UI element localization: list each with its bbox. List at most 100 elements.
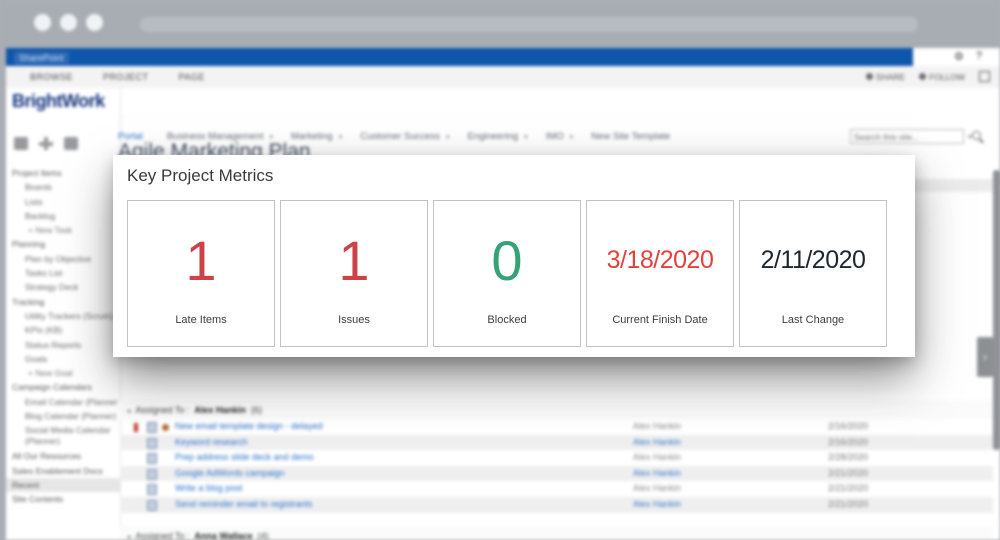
nav-item[interactable]: Engineering ▾ xyxy=(467,131,528,142)
metric-label: Issues xyxy=(338,314,370,326)
group-assignee: Anna Wallace xyxy=(194,530,253,540)
group-collapse-icon[interactable]: ▸ xyxy=(128,533,132,540)
task-title-link[interactable]: Send reminder email to registrants xyxy=(175,498,313,509)
vertical-scrollbar[interactable] xyxy=(993,170,1000,450)
window-control-dot[interactable] xyxy=(86,14,103,31)
help-icon[interactable]: ? xyxy=(975,50,982,62)
nav-item[interactable]: IMO ▾ xyxy=(545,131,574,142)
sidebar: BrightWork Project Items Boards Lists Ba… xyxy=(6,88,121,540)
metric-tile[interactable]: 3/18/2020 Current Finish Date xyxy=(586,200,734,347)
metric-label: Late Items xyxy=(175,314,227,326)
metric-value: 2/11/2020 xyxy=(760,246,866,274)
sidebar-item[interactable]: Goals xyxy=(25,353,48,364)
ribbon-tab[interactable]: PROJECT xyxy=(103,72,149,82)
metric-label: Blocked xyxy=(487,314,527,326)
sidebar-item[interactable]: Sales Enablement Docs xyxy=(12,465,103,476)
address-bar[interactable] xyxy=(140,17,918,32)
task-title-link[interactable]: Google AdWords campaign xyxy=(175,467,285,478)
doc-icon xyxy=(147,468,157,480)
table-row: Write a blog post Alex Hankin 2/21/2020 xyxy=(120,481,993,497)
doc-icon xyxy=(147,484,157,496)
chevron-down-icon: ▾ xyxy=(569,133,574,141)
metric-value: 1 xyxy=(338,229,370,292)
metric-tile[interactable]: 0 Blocked xyxy=(433,200,581,347)
follow-button[interactable]: FOLLOW xyxy=(919,72,965,82)
late-flag-icon xyxy=(134,422,138,432)
task-assignee[interactable]: Alex Hankin xyxy=(633,421,682,431)
sidebar-item[interactable]: Project Items xyxy=(12,168,62,178)
sidebar-item[interactable]: + New Task xyxy=(28,225,73,236)
ribbon-tab[interactable]: PAGE xyxy=(178,72,205,82)
task-assignee[interactable]: Alex Hankin xyxy=(633,436,682,447)
task-assignee[interactable]: Alex Hankin xyxy=(633,498,682,509)
window-control-dot[interactable] xyxy=(60,14,77,31)
tasks-table: ▸ Assigned To : Alex Hankin (6) New email… xyxy=(120,400,993,540)
ribbon-tab[interactable]: BROWSE xyxy=(30,72,74,82)
search-icon[interactable] xyxy=(972,131,981,140)
sidebar-item[interactable]: Boards xyxy=(25,182,52,193)
nav-item[interactable]: Business Management ▾ xyxy=(166,131,273,142)
table-row: Prep address slide deck and demo Alex Ha… xyxy=(120,450,993,466)
metric-value: 1 xyxy=(185,229,217,292)
sidebar-item[interactable]: Campaign Calendars xyxy=(12,382,92,393)
metric-label: Last Change xyxy=(781,314,845,326)
search-scope-caret-icon[interactable]: ▾ xyxy=(968,133,972,141)
task-title-link[interactable]: Write a blog post xyxy=(175,483,243,494)
table-row: Google AdWords campaign Alex Hankin 2/21… xyxy=(120,465,993,482)
task-due-date: 2/21/2020 xyxy=(828,498,869,509)
task-title-link[interactable]: Prep address slide deck and demo xyxy=(175,452,314,463)
metrics-card-title: Key Project Metrics xyxy=(127,166,274,185)
group-collapse-icon[interactable]: ▸ xyxy=(128,408,132,415)
metric-tile[interactable]: 1 Late Items xyxy=(127,200,275,347)
sidebar-item[interactable]: + New Goal xyxy=(28,368,73,379)
sidebar-item[interactable]: Tasks List xyxy=(25,268,63,279)
sidebar-item[interactable]: Blog Calendar (Planner) xyxy=(25,411,117,422)
share-button[interactable]: SHARE xyxy=(865,72,905,82)
focus-mode-icon[interactable] xyxy=(979,71,990,82)
sidebar-item[interactable]: Utility Trackers (Scrum) xyxy=(25,310,114,321)
task-title-link[interactable]: Keyword research xyxy=(175,436,248,447)
sidebar-item[interactable]: Strategy Deck xyxy=(25,282,79,293)
task-due-date: 2/21/2020 xyxy=(828,467,869,478)
task-due-date: 2/16/2020 xyxy=(828,436,869,447)
window-title-bar xyxy=(0,0,1000,48)
sidebar-item[interactable]: Plan by Objective xyxy=(25,253,92,264)
sidebar-item[interactable]: Backlog xyxy=(25,210,56,221)
apps-grid-icon[interactable] xyxy=(14,137,28,150)
sidebar-item[interactable]: Recent xyxy=(6,477,120,493)
task-title-link[interactable]: New email template design - delayed xyxy=(175,421,323,431)
window-control-dot[interactable] xyxy=(34,14,51,31)
chevron-down-icon: ▾ xyxy=(269,133,273,141)
metric-tile[interactable]: 1 Issues xyxy=(280,200,428,347)
table-group-header[interactable]: ▸ Assigned To : Alex Hankin (6) xyxy=(120,400,993,419)
task-due-date: 2/28/2020 xyxy=(828,452,869,463)
sidebar-item[interactable]: Social Media Calendar (Planner) xyxy=(25,425,111,447)
sidebar-item[interactable]: Tracking xyxy=(12,296,45,307)
sharepoint-brand-chip[interactable]: SharePoint xyxy=(14,52,69,64)
plus-icon[interactable] xyxy=(39,137,53,150)
nav-item[interactable]: Marketing ▾ xyxy=(290,131,343,142)
sidebar-item[interactable]: Planning xyxy=(12,239,46,250)
sidebar-item[interactable]: Site Contents xyxy=(12,494,64,505)
group-count: (6) xyxy=(250,405,262,415)
table-group-header[interactable]: ▸ Assigned To : Anna Wallace (4) xyxy=(120,525,993,540)
task-assignee[interactable]: Alex Hankin xyxy=(633,483,682,494)
brightwork-logo[interactable]: BrightWork xyxy=(12,91,105,111)
gear-icon[interactable]: ⚙ xyxy=(954,51,964,63)
chevron-down-icon: ▾ xyxy=(338,133,343,141)
nav-item[interactable]: Portal xyxy=(118,131,143,142)
nav-item[interactable]: Customer Success ▾ xyxy=(360,131,450,142)
group-assignee: Alex Hankin xyxy=(194,405,246,415)
collapse-panel-tab[interactable]: › xyxy=(977,337,993,377)
sidebar-item[interactable]: Status Reports xyxy=(25,339,82,350)
sidebar-item[interactable]: Lists xyxy=(25,196,43,207)
search-input[interactable] xyxy=(851,131,968,142)
nav-item[interactable]: New Site Template xyxy=(591,131,671,142)
boards-icon[interactable] xyxy=(64,137,78,150)
task-assignee[interactable]: Alex Hankin xyxy=(633,467,682,478)
sidebar-item[interactable]: KPIs (KB) xyxy=(25,325,63,336)
metric-tile[interactable]: 2/11/2020 Last Change xyxy=(739,200,887,347)
task-assignee[interactable]: Alex Hankin xyxy=(633,452,682,463)
sidebar-item[interactable]: All Our Resources xyxy=(12,451,81,462)
sidebar-item[interactable]: Email Calendar (Planner) xyxy=(25,396,118,407)
